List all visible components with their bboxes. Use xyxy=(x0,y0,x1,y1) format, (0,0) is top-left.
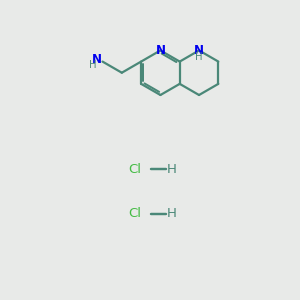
Text: N: N xyxy=(155,44,165,57)
Text: Cl: Cl xyxy=(129,207,142,220)
Text: N: N xyxy=(92,53,102,66)
Text: N: N xyxy=(194,44,204,57)
Text: H: H xyxy=(167,163,176,176)
Text: H: H xyxy=(89,60,96,70)
Text: Cl: Cl xyxy=(129,163,142,176)
Text: H: H xyxy=(167,207,176,220)
Text: H: H xyxy=(195,52,203,62)
